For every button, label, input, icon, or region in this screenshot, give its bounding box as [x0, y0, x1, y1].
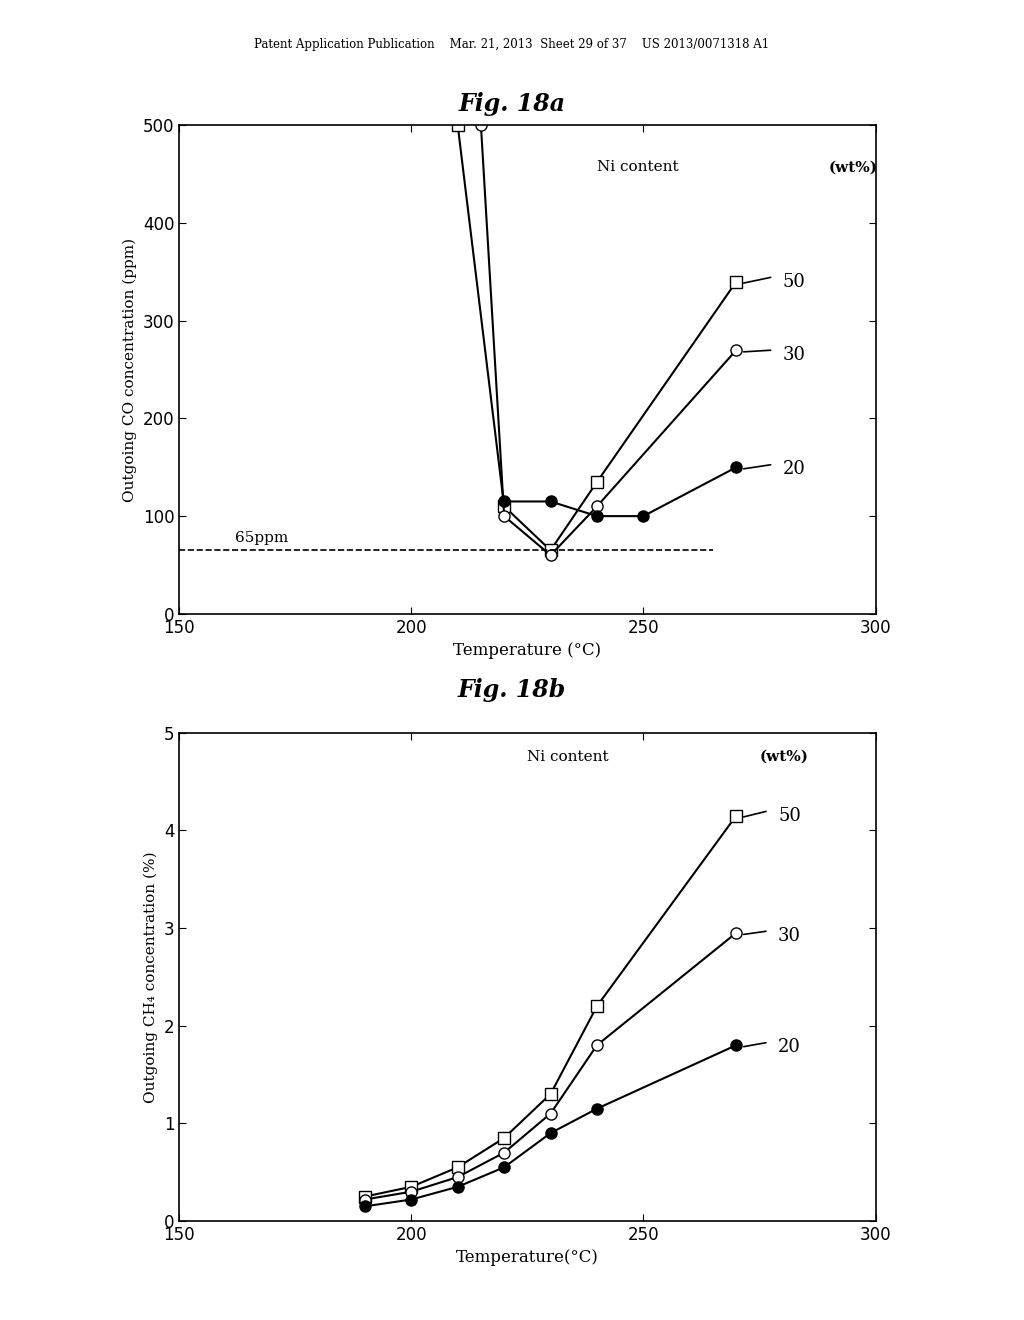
Text: Ni content: Ni content [527, 750, 613, 764]
X-axis label: Temperature (°C): Temperature (°C) [454, 643, 601, 659]
Text: 20: 20 [778, 1038, 801, 1056]
Text: 50: 50 [782, 273, 806, 290]
Text: 50: 50 [778, 807, 801, 825]
Text: (wt%): (wt%) [829, 160, 879, 174]
Text: Ni content: Ni content [597, 160, 683, 174]
Text: 65ppm: 65ppm [234, 531, 288, 545]
X-axis label: Temperature(°C): Temperature(°C) [456, 1250, 599, 1266]
Text: 30: 30 [778, 927, 801, 945]
Text: 30: 30 [782, 346, 806, 364]
Y-axis label: Outgoing CO concentration (ppm): Outgoing CO concentration (ppm) [123, 238, 137, 502]
Text: Fig. 18b: Fig. 18b [458, 678, 566, 702]
Y-axis label: Outgoing CH₄ concentration (%): Outgoing CH₄ concentration (%) [143, 851, 158, 1102]
Text: Fig. 18a: Fig. 18a [459, 92, 565, 116]
Text: (wt%): (wt%) [760, 750, 809, 764]
Text: Patent Application Publication    Mar. 21, 2013  Sheet 29 of 37    US 2013/00713: Patent Application Publication Mar. 21, … [254, 38, 770, 51]
Text: 20: 20 [782, 461, 806, 478]
